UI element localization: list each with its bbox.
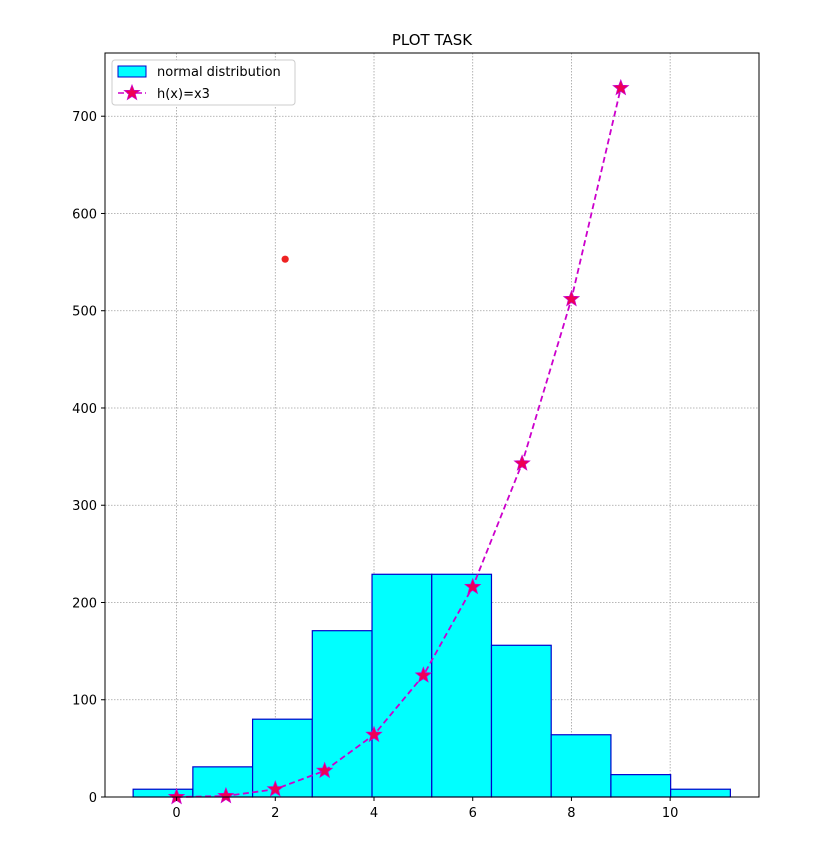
y-tick-label: 700	[72, 110, 97, 125]
histogram-bar	[550, 734, 612, 798]
y-tick-label: 100	[72, 694, 97, 709]
plot-frame	[104, 52, 760, 798]
legend-label-histogram: normal distribution	[157, 65, 281, 80]
star-marker	[266, 780, 284, 797]
star-marker	[365, 725, 383, 743]
cube-line-path	[176, 87, 622, 798]
x-tick-label: 6	[469, 806, 477, 821]
legend: normal distribution h(x)=x3	[111, 59, 296, 106]
star-marker	[562, 289, 581, 307]
y-tick-label: 200	[72, 596, 97, 611]
histogram-bar	[371, 573, 433, 798]
star-marker	[217, 786, 235, 804]
x-tick-label: 4	[370, 806, 378, 821]
star-marker	[612, 78, 630, 96]
star-marker	[464, 577, 482, 595]
x-tick-label: 0	[172, 806, 180, 821]
legend-swatch-histogram	[117, 65, 147, 78]
histogram-bar	[490, 644, 552, 798]
legend-box	[111, 59, 296, 106]
x-tick-label: 8	[567, 806, 575, 821]
y-tick-label: 500	[72, 305, 97, 320]
histogram-bar	[670, 788, 731, 798]
histogram-bar	[251, 718, 313, 798]
cube-line-series	[167, 78, 630, 805]
histogram-bar	[132, 788, 194, 798]
chart-title: PLOT TASK	[392, 31, 473, 49]
y-tick-label: 400	[72, 402, 97, 417]
red-point	[281, 255, 289, 263]
y-tick-label: 300	[72, 499, 97, 514]
x-tick-label: 10	[662, 806, 679, 821]
histogram-bar	[610, 774, 672, 798]
histogram-bars	[132, 573, 731, 798]
histogram-bar	[431, 573, 493, 798]
star-marker	[513, 454, 531, 471]
legend-label-line: h(x)=x3	[157, 87, 210, 102]
x-tick-label: 2	[271, 806, 279, 821]
star-marker	[414, 666, 433, 683]
legend-star-marker	[123, 83, 141, 101]
scatter-point-layer	[281, 255, 289, 263]
y-tick-label: 0	[89, 791, 97, 806]
y-tick-label: 600	[72, 207, 97, 222]
histogram-bar	[192, 766, 254, 798]
star-marker	[315, 761, 334, 779]
